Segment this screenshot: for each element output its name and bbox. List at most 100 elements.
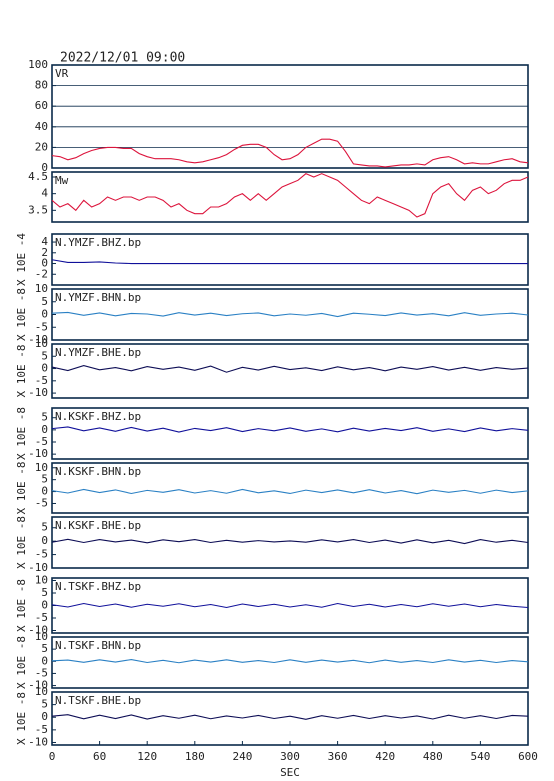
- y-tick-label: -10: [28, 624, 48, 637]
- y-tick-label: -2: [35, 267, 48, 280]
- y-tick-label: 40: [35, 120, 48, 133]
- y-axis-label: X 10E -4: [15, 233, 28, 286]
- y-tick-label: 10: [35, 461, 48, 474]
- x-tick-label: 300: [280, 750, 300, 763]
- y-tick-label: 0: [41, 599, 48, 612]
- y-axis-label: X 10E -8: [15, 692, 28, 745]
- y-tick-label: 5: [41, 698, 48, 711]
- y-tick-label: 0: [41, 534, 48, 547]
- y-tick-label: 5: [41, 586, 48, 599]
- y-tick-label: 5: [41, 473, 48, 486]
- panel-label: N.KSKF.BHE.bp: [55, 519, 141, 532]
- x-tick-label: 480: [423, 750, 443, 763]
- y-tick-label: 5: [41, 349, 48, 362]
- trace-line: [51, 538, 529, 545]
- y-tick-label: 10: [35, 574, 48, 587]
- y-tick-label: 5: [41, 521, 48, 534]
- y-tick-label: -10: [28, 447, 48, 460]
- trace-line: [51, 426, 529, 433]
- y-tick-label: 3.5: [28, 203, 48, 216]
- y-tick-label: 0: [41, 654, 48, 667]
- y-tick-label: 20: [35, 140, 48, 153]
- y-tick-label: 60: [35, 99, 48, 112]
- y-tick-label: 5: [41, 642, 48, 655]
- y-tick-label: 5: [41, 411, 48, 424]
- panel-frame: [51, 462, 529, 514]
- x-tick-label: 420: [375, 750, 395, 763]
- y-axis-label: X 10E -8: [15, 636, 28, 689]
- x-tick-label: 0: [49, 750, 56, 763]
- panel-label: VR: [55, 67, 69, 80]
- panel-label: N.YMZF.BHE.bp: [55, 346, 141, 359]
- y-tick-label: -10: [28, 735, 48, 748]
- y-tick-label: 100: [28, 58, 48, 71]
- trace-line: [51, 602, 529, 609]
- x-tick-label: 360: [328, 750, 348, 763]
- x-tick-label: 240: [232, 750, 252, 763]
- y-tick-label: -5: [35, 496, 48, 509]
- y-tick-label: -5: [35, 723, 48, 736]
- panel-frame: [51, 343, 529, 399]
- trace-line: [51, 488, 529, 495]
- y-tick-label: -5: [35, 611, 48, 624]
- trace-line: [51, 259, 528, 265]
- y-tick-label: 10: [35, 337, 48, 350]
- y-axis-label: X 10E -8: [15, 288, 28, 341]
- trace-line: [51, 311, 529, 318]
- y-tick-label: 4: [41, 235, 48, 248]
- panel-label: N.KSKF.BHN.bp: [55, 465, 141, 478]
- x-tick-label: 60: [93, 750, 106, 763]
- panel-frame: [51, 233, 529, 286]
- panel-frame: [51, 171, 529, 223]
- y-tick-label: 0: [41, 257, 48, 270]
- y-tick-label: -10: [28, 561, 48, 574]
- y-tick-label: -10: [28, 333, 48, 346]
- y-axis-label: X 10E -8: [15, 462, 28, 515]
- trace-line: [51, 173, 529, 218]
- y-tick-label: 4.5: [28, 170, 48, 183]
- panel-frame: [51, 636, 529, 689]
- y-tick-label: 0: [41, 362, 48, 375]
- y-tick-label: 10: [35, 282, 48, 295]
- y-tick-label: 2: [41, 246, 48, 259]
- y-axis-label: X 10E -8: [15, 516, 28, 569]
- y-tick-label: 0: [41, 161, 48, 174]
- x-axis-label: SEC: [280, 766, 300, 779]
- y-tick-label: -5: [35, 320, 48, 333]
- y-tick-label: -5: [35, 435, 48, 448]
- x-tick-label: 180: [185, 750, 205, 763]
- y-tick-label: 5: [41, 295, 48, 308]
- panel-label: N.YMZF.BHN.bp: [55, 291, 141, 304]
- y-tick-label: -10: [28, 679, 48, 692]
- y-tick-label: 4: [41, 187, 48, 200]
- y-axis-label: X 10E -8: [15, 345, 28, 398]
- panel-label: N.TSKF.BHE.bp: [55, 694, 141, 707]
- y-tick-label: 80: [35, 79, 48, 92]
- panel-label: N.TSKF.BHN.bp: [55, 639, 141, 652]
- panel-label: Mw: [55, 174, 69, 187]
- y-tick-label: -5: [35, 666, 48, 679]
- panel-label: N.KSKF.BHZ.bp: [55, 410, 141, 423]
- y-axis-label: X 10E -8: [15, 579, 28, 632]
- y-tick-label: 10: [35, 630, 48, 643]
- x-tick-label: 540: [470, 750, 490, 763]
- x-tick-label: 600: [518, 750, 538, 763]
- y-tick-label: 0: [41, 308, 48, 321]
- y-tick-label: -10: [28, 386, 48, 399]
- panel-frame: [51, 407, 529, 460]
- y-tick-label: -5: [35, 374, 48, 387]
- y-tick-label: 0: [41, 485, 48, 498]
- trace-line: [51, 138, 529, 168]
- trace-line: [51, 365, 529, 373]
- y-tick-label: 10: [35, 685, 48, 698]
- trace-line: [51, 659, 529, 664]
- panel-frame: [51, 64, 529, 169]
- x-tick-label: 120: [137, 750, 157, 763]
- panel-label: N.TSKF.BHZ.bp: [55, 580, 141, 593]
- y-axis-label: X 10E -8: [15, 407, 28, 460]
- y-tick-label: 0: [41, 710, 48, 723]
- chart-title: 2022/12/01 09:00: [60, 51, 185, 66]
- y-tick-label: -5: [35, 548, 48, 561]
- panel-label: N.YMZF.BHZ.bp: [55, 236, 141, 249]
